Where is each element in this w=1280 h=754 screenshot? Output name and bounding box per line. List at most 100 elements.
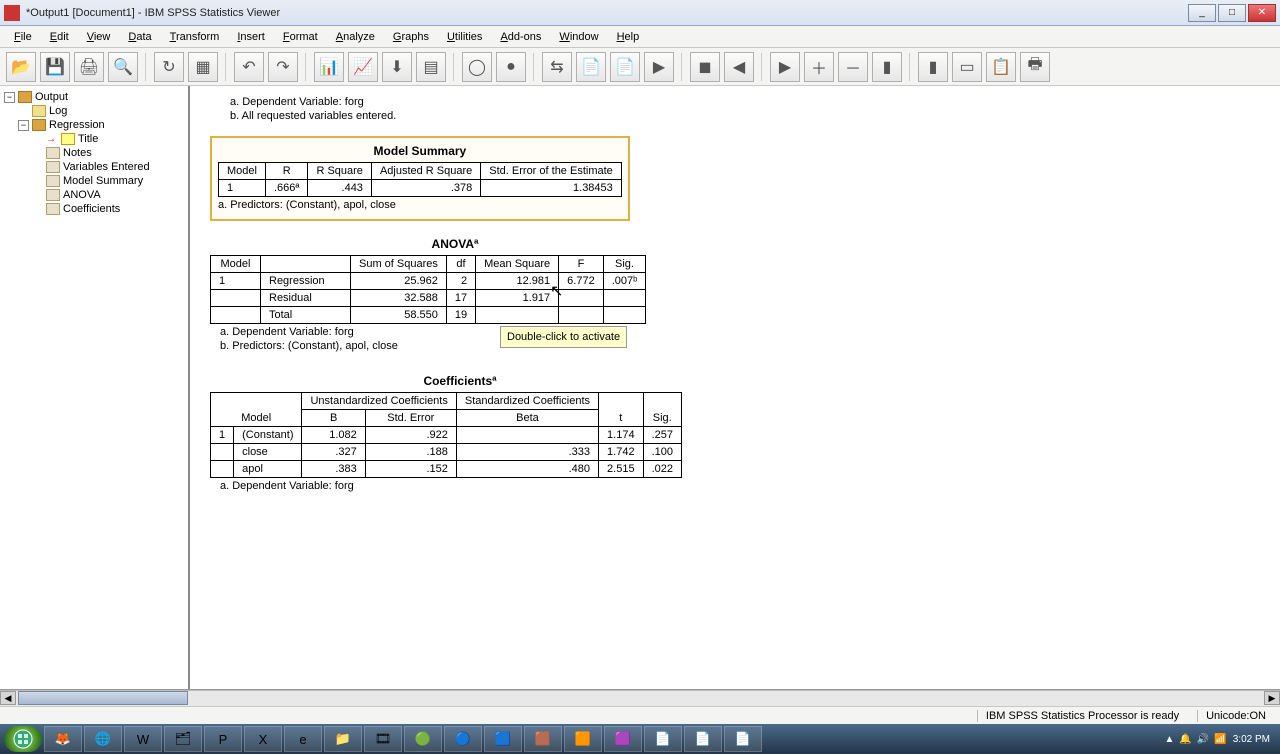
tray-icon[interactable]: ▲	[1164, 734, 1174, 745]
taskbar-item[interactable]: 🦊	[44, 726, 82, 752]
toolbar-button[interactable]: 🖶	[1020, 52, 1050, 82]
anova-table[interactable]: ModelSum of SquaresdfMean SquareFSig.1Re…	[210, 255, 646, 324]
menu-add-ons[interactable]: Add-ons	[492, 29, 549, 45]
toolbar-button[interactable]: ⬇	[382, 52, 412, 82]
menu-graphs[interactable]: Graphs	[385, 29, 437, 45]
toolbar-button[interactable]: ▮	[872, 52, 902, 82]
coefficients-table[interactable]: ModelUnstandardized CoefficientsStandard…	[210, 392, 682, 478]
taskbar-item[interactable]: 🟦	[484, 726, 522, 752]
taskbar-item[interactable]: 🌐	[84, 726, 122, 752]
taskbar-item[interactable]: 🟧	[564, 726, 602, 752]
menu-help[interactable]: Help	[609, 29, 648, 45]
table-cell	[603, 290, 646, 307]
start-button[interactable]	[4, 726, 42, 752]
minimize-button[interactable]: _	[1188, 4, 1216, 22]
taskbar-item[interactable]: 🎞	[364, 726, 402, 752]
toolbar-button[interactable]: ▤	[416, 52, 446, 82]
footnote: a. Dependent Variable: forg	[220, 480, 1272, 492]
clock[interactable]: 3:02 PM	[1233, 734, 1270, 745]
tree-item[interactable]: Model Summary	[32, 174, 184, 188]
tray-icon[interactable]: 🔔	[1179, 734, 1191, 745]
table-cell: Regression	[261, 273, 351, 290]
menu-analyze[interactable]: Analyze	[328, 29, 383, 45]
tree-label: Output	[35, 91, 68, 103]
menu-data[interactable]: Data	[120, 29, 159, 45]
toolbar-button[interactable]: 📄	[610, 52, 640, 82]
table-cell: .378	[371, 180, 480, 197]
tree-regression[interactable]: −Regression	[18, 118, 184, 132]
toolbar-button[interactable]: ◀	[724, 52, 754, 82]
taskbar-item[interactable]: 🗂	[164, 726, 202, 752]
taskbar-item[interactable]: W	[124, 726, 162, 752]
tree-label: Regression	[49, 119, 105, 131]
taskbar-item[interactable]: 📄	[724, 726, 762, 752]
toolbar-button[interactable]: 📈	[348, 52, 378, 82]
taskbar-item[interactable]: 📁	[324, 726, 362, 752]
toolbar-button[interactable]: －	[838, 52, 868, 82]
tree-label: Title	[78, 133, 98, 145]
toolbar-button[interactable]: 📂	[6, 52, 36, 82]
maximize-button[interactable]: □	[1218, 4, 1246, 22]
menu-transform[interactable]: Transform	[162, 29, 228, 45]
table-cell: 12.981	[476, 273, 559, 290]
toolbar-button[interactable]: ⇆	[542, 52, 572, 82]
menu-format[interactable]: Format	[275, 29, 326, 45]
taskbar-item[interactable]: X	[244, 726, 282, 752]
taskbar-item[interactable]: 📄	[644, 726, 682, 752]
toolbar-button[interactable]: ▶	[644, 52, 674, 82]
toolbar-button[interactable]: 🖨	[74, 52, 104, 82]
toolbar-button[interactable]: ＋	[804, 52, 834, 82]
table-cell: 1.082	[302, 427, 365, 444]
tray-icon[interactable]: 🔊	[1197, 734, 1209, 745]
toolbar-button[interactable]: ↻	[154, 52, 184, 82]
scroll-right-icon[interactable]: ▶	[1264, 691, 1280, 705]
taskbar-item[interactable]: e	[284, 726, 322, 752]
close-button[interactable]: ✕	[1248, 4, 1276, 22]
model-summary-block[interactable]: Model Summary ModelRR SquareAdjusted R S…	[210, 136, 630, 221]
tree-item[interactable]: →Title	[32, 132, 184, 146]
toolbar-button[interactable]: ●	[496, 52, 526, 82]
table-cell: Residual	[261, 290, 351, 307]
output-content[interactable]: a. Dependent Variable: forg b. All reque…	[190, 86, 1280, 689]
toolbar-button[interactable]: ▭	[952, 52, 982, 82]
system-tray[interactable]: ▲ 🔔 🔊 📶 3:02 PM	[1164, 734, 1276, 745]
toolbar-button[interactable]: ↶	[234, 52, 264, 82]
toolbar-button[interactable]: ▶	[770, 52, 800, 82]
tree-log[interactable]: Log	[18, 104, 184, 118]
menu-utilities[interactable]: Utilities	[439, 29, 490, 45]
horizontal-scrollbar[interactable]: ◀ ▶	[0, 690, 1280, 706]
tree-item[interactable]: Variables Entered	[32, 160, 184, 174]
menu-insert[interactable]: Insert	[229, 29, 273, 45]
scroll-thumb[interactable]	[18, 691, 188, 705]
toolbar-button[interactable]: ▮	[918, 52, 948, 82]
tree-item[interactable]: ANOVA	[32, 188, 184, 202]
taskbar-item[interactable]: 🟪	[604, 726, 642, 752]
taskbar-item[interactable]: 🔵	[444, 726, 482, 752]
toolbar-button[interactable]: ◯	[462, 52, 492, 82]
toolbar-button[interactable]: 💾	[40, 52, 70, 82]
menu-view[interactable]: View	[79, 29, 119, 45]
menu-edit[interactable]: Edit	[42, 29, 77, 45]
toolbar-button[interactable]: ↷	[268, 52, 298, 82]
toolbar-button[interactable]: ◼	[690, 52, 720, 82]
tree-item[interactable]: Coefficients	[32, 202, 184, 216]
table-cell: .007ᵇ	[603, 273, 646, 290]
tray-icon[interactable]: 📶	[1214, 734, 1226, 745]
menu-file[interactable]: File	[6, 29, 40, 45]
table-cell	[456, 427, 598, 444]
window-buttons: _ □ ✕	[1188, 4, 1276, 22]
tree-root[interactable]: −Output	[4, 90, 184, 104]
taskbar-item[interactable]: 🟫	[524, 726, 562, 752]
tree-item[interactable]: Notes	[32, 146, 184, 160]
toolbar-button[interactable]: 📄	[576, 52, 606, 82]
toolbar-button[interactable]: 📊	[314, 52, 344, 82]
taskbar-item[interactable]: 📄	[684, 726, 722, 752]
scroll-left-icon[interactable]: ◀	[0, 691, 16, 705]
toolbar-button[interactable]: 🔍	[108, 52, 138, 82]
taskbar-item[interactable]: 🟢	[404, 726, 442, 752]
output-tree[interactable]: −Output Log −Regression →TitleNotesVaria…	[0, 86, 190, 689]
toolbar-button[interactable]: ▦	[188, 52, 218, 82]
menu-window[interactable]: Window	[551, 29, 606, 45]
taskbar-item[interactable]: P	[204, 726, 242, 752]
toolbar-button[interactable]: 📋	[986, 52, 1016, 82]
